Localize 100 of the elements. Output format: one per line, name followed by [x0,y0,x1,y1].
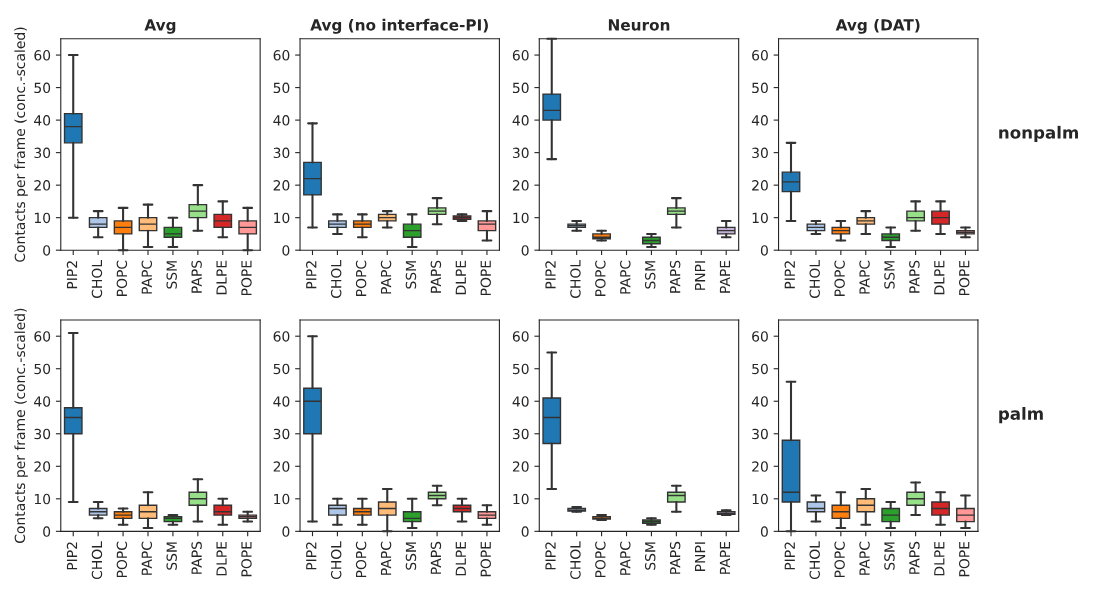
y-tick-label: 10 [34,493,51,505]
y-tick-label: 30 [512,428,529,440]
x-tick-label: PAPS [430,541,442,574]
y-tick-label: 10 [752,493,768,505]
y-tick-label: 30 [34,147,51,159]
x-tick-label: PAPC [141,260,153,294]
y-tick-label: 0 [43,526,51,537]
x-tick-label: SSM [405,542,417,570]
y-tick-label: 50 [34,82,51,94]
y-tick-label: 40 [34,115,51,126]
y-tick-label: 10 [34,212,51,224]
x-tick-label: PAPE [719,541,731,574]
x-tick-label: SSM [884,542,895,570]
x-tick-label: POPC [834,541,845,578]
y-tick-label: 10 [752,212,768,224]
x-tick-label: POPE [241,260,252,296]
y-tick-label: 60 [752,331,768,342]
x-tick-label: PAPS [669,260,681,293]
y-axis-title: Contacts per frame (conc.-scaled) [14,308,28,543]
x-tick-label: POPE [958,260,970,296]
x-tick-label: POPC [355,260,367,296]
x-tick-label: DLPE [216,260,227,295]
x-tick-label: PIP2 [66,542,78,570]
y-tick-label: 20 [34,180,51,191]
y-tick-label: 60 [752,50,768,61]
x-tick-label: CHOL [570,541,581,580]
x-tick-label: CHOL [570,259,581,298]
y-tick-label: 50 [34,363,51,375]
x-tick-label: PAPS [909,541,920,574]
y-tick-label: 50 [512,82,529,94]
x-tick-label: PAPC [620,541,631,575]
y-tick-label: 60 [512,50,529,61]
chart-title: Avg (DAT) [835,18,920,34]
y-tick-label: 50 [752,363,768,375]
x-tick-label: POPE [480,541,491,577]
x-tick-label: PNPI [694,261,706,290]
y-tick-label: 0 [521,526,529,537]
x-tick-label: POPC [116,260,128,296]
x-tick-label: PAPC [620,260,631,294]
y-tick-label: 10 [513,493,529,505]
x-tick-label: PAPS [669,541,681,574]
y-tick-label: 30 [752,428,768,440]
x-tick-label: SSM [644,542,656,570]
x-tick-label: SSM [166,542,177,570]
x-tick-label: SSM [884,261,895,289]
x-tick-label: DLPE [455,260,466,295]
x-tick-label: CHOL [809,259,820,298]
y-tick-label: 20 [512,461,529,472]
x-tick-label: POPC [595,541,606,578]
x-tick-label: POPE [241,541,252,577]
y-tick-label: 40 [34,396,51,407]
x-tick-label: DLPE [216,541,227,576]
x-tick-label: PAPC [380,541,392,575]
chart-title: Neuron [608,19,670,31]
y-tick-label: 40 [273,115,290,126]
y-tick-label: 50 [273,363,290,375]
x-tick-label: PAPS [191,541,202,574]
x-tick-label: PAPC [859,260,870,294]
y-tick-label: 30 [752,147,768,159]
y-tick-label: 40 [512,115,529,126]
x-tick-label: POPC [355,541,367,578]
y-tick-label: 30 [34,428,51,440]
x-tick-label: PIP2 [306,542,317,570]
x-tick-label: POPC [834,260,845,296]
y-tick-label: 50 [752,82,768,94]
y-tick-label: 0 [282,526,290,537]
x-tick-label: DLPE [934,260,945,295]
x-tick-label: PNPI [694,542,706,571]
y-tick-label: 0 [760,526,768,537]
y-tick-label: 40 [751,396,768,407]
y-axis-title: Contacts per frame (conc.-scaled) [14,27,28,262]
y-tick-label: 50 [512,363,529,375]
y-tick-label: 20 [752,461,768,472]
x-tick-label: PAPS [430,260,442,293]
x-tick-label: PAPC [859,541,870,575]
y-tick-label: 0 [282,245,290,256]
text: nonpalm [999,125,1078,142]
y-tick-label: 40 [512,396,529,407]
x-tick-label: DLPE [455,541,466,576]
x-tick-label: POPE [480,260,491,296]
y-tick-label: 50 [273,82,290,94]
y-tick-label: 30 [512,147,529,159]
x-tick-label: PAPE [719,260,731,293]
x-tick-label: PAPS [909,260,920,293]
x-tick-label: PAPS [191,260,202,293]
y-tick-label: 10 [274,212,290,224]
y-tick-label: 20 [752,180,768,191]
x-tick-label: SSM [644,261,656,289]
x-tick-label: PIP2 [545,261,556,289]
text: palm [999,407,1043,424]
y-tick-label: 0 [43,245,51,256]
chart-title: Avg [144,19,176,34]
x-tick-label: CHOL [809,541,820,580]
x-tick-label: POPE [958,541,970,577]
y-tick-label: 0 [521,245,529,256]
x-tick-label: POPC [116,541,128,578]
x-tick-label: SSM [405,261,417,289]
x-tick-label: PIP2 [784,261,795,289]
x-tick-label: PAPC [380,260,392,294]
y-tick-label: 20 [34,461,51,472]
